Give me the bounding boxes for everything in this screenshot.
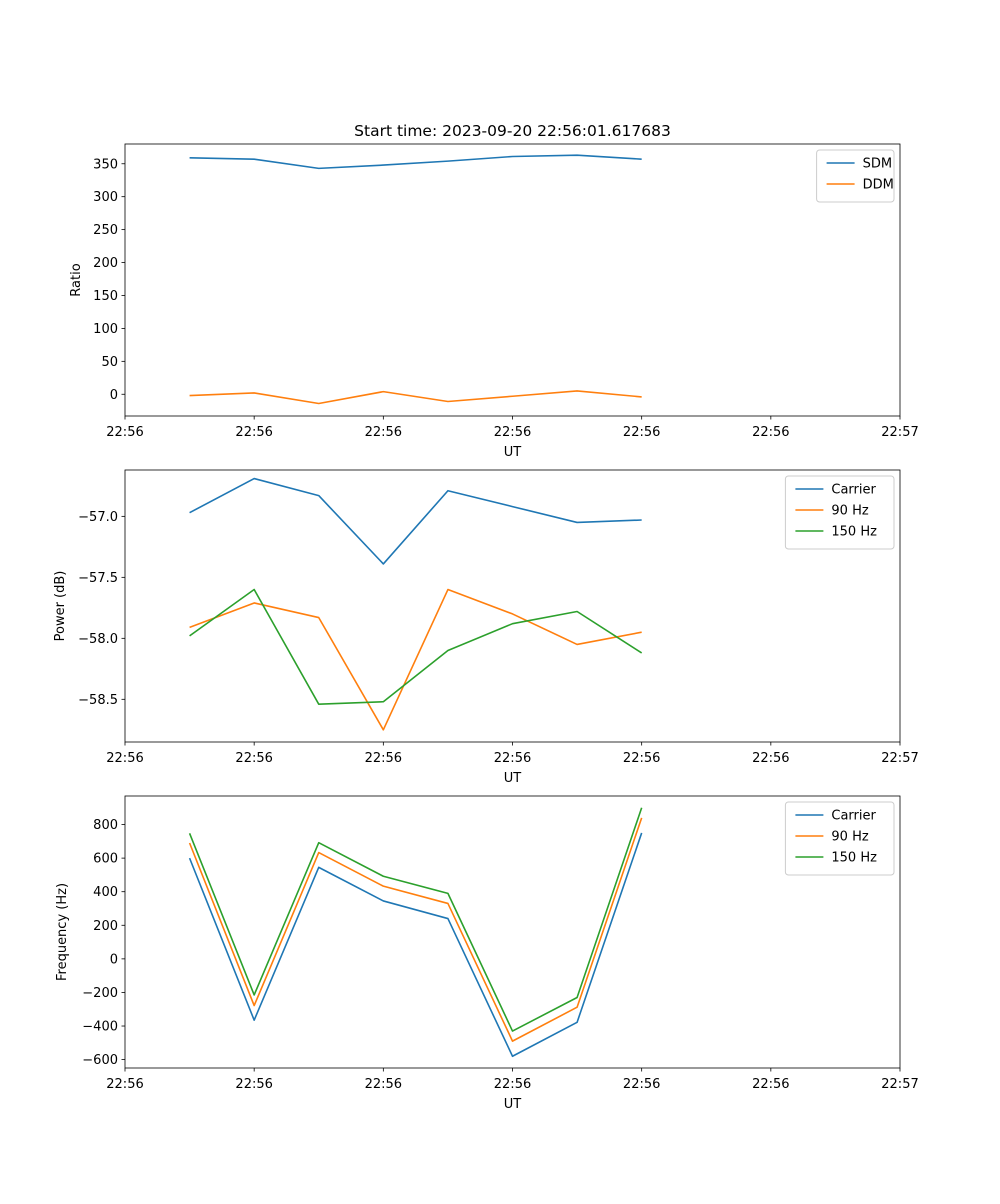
y-tick-label: 400 — [93, 885, 118, 900]
x-tick-label: 22:56 — [752, 751, 789, 766]
series-line-carrier — [189, 477, 642, 565]
x-tick-label: 22:56 — [235, 1077, 272, 1092]
series-line-150-hz — [189, 588, 643, 705]
series-line-90-hz — [189, 588, 642, 731]
y-tick-label: −57.5 — [78, 571, 118, 586]
axes-frame — [124, 795, 901, 1069]
x-tick-label: 22:56 — [494, 751, 531, 766]
y-tick-label: 0 — [110, 952, 118, 967]
y-tick-label: −57.0 — [78, 510, 118, 525]
series-line-carrier — [188, 832, 643, 1058]
y-tick-label: 150 — [93, 289, 118, 304]
series-line-90-hz — [188, 817, 643, 1042]
y-tick-label: 200 — [93, 256, 118, 271]
x-tick-label: 22:56 — [106, 425, 143, 440]
x-tick-label: 22:56 — [106, 751, 143, 766]
series-line-sdm — [189, 154, 642, 170]
y-tick-label: 100 — [93, 322, 118, 337]
x-tick-label: 22:56 — [752, 1077, 789, 1092]
x-tick-label: 22:56 — [365, 1077, 402, 1092]
chart-title: Start time: 2023-09-20 22:56:01.617683 — [354, 122, 671, 140]
x-tick-label: 22:56 — [235, 751, 272, 766]
y-tick-label: 0 — [110, 388, 118, 403]
y-tick-label: 300 — [93, 190, 118, 205]
x-axis-label: UT — [504, 1097, 522, 1112]
legend-label: 150 Hz — [831, 851, 877, 866]
legend-label: 90 Hz — [831, 504, 868, 519]
x-axis-label: UT — [504, 445, 522, 460]
legend-label: Carrier — [831, 483, 876, 498]
axes-frame — [124, 143, 901, 417]
x-tick-label: 22:56 — [752, 425, 789, 440]
y-tick-label: 250 — [93, 223, 118, 238]
y-axis-label: Frequency (Hz) — [55, 883, 70, 981]
x-tick-label: 22:56 — [623, 751, 660, 766]
y-axis-label: Ratio — [69, 263, 84, 296]
x-tick-label: 22:56 — [235, 425, 272, 440]
x-tick-label: 22:56 — [623, 1077, 660, 1092]
y-tick-label: −58.0 — [78, 632, 118, 647]
legend-label: 90 Hz — [831, 830, 868, 845]
legend-label: 150 Hz — [831, 525, 877, 540]
x-tick-label: 22:57 — [881, 1077, 918, 1092]
legend: Carrier 90 Hz 150 Hz — [784, 475, 895, 550]
series-line-150-hz — [188, 807, 643, 1032]
panel-power: UT Power (dB) −57.0 −57.5 −58.0 −58.5 22:56 2… — [53, 469, 919, 786]
legend-label: DDM — [863, 178, 894, 193]
legend-label: Carrier — [831, 809, 876, 824]
y-tick-label: 50 — [101, 355, 118, 370]
y-tick-label: −200 — [82, 986, 118, 1001]
x-tick-label: 22:57 — [881, 425, 918, 440]
series-line-ddm — [189, 390, 642, 405]
x-tick-label: 22:56 — [623, 425, 660, 440]
x-tick-label: 22:56 — [106, 1077, 143, 1092]
x-tick-label: 22:56 — [494, 1077, 531, 1092]
legend-label: SDM — [863, 157, 892, 172]
axes-frame — [124, 469, 901, 743]
panel-frequency: UT Frequency (Hz) −600 −400 −200 0 200 400 600… — [55, 795, 919, 1112]
y-tick-label: −400 — [82, 1020, 118, 1035]
legend: SDM DDM — [816, 149, 895, 203]
y-axis-label: Power (dB) — [53, 571, 68, 642]
x-tick-label: 22:57 — [881, 751, 918, 766]
panel-ratio: Start time: 2023-09-20 22:56:01.617683 U… — [69, 122, 919, 460]
x-tick-label: 22:56 — [494, 425, 531, 440]
y-tick-label: −58.5 — [78, 693, 118, 708]
legend: Carrier 90 Hz 150 Hz — [784, 801, 895, 876]
x-axis-label: UT — [504, 771, 522, 786]
y-tick-label: 600 — [93, 852, 118, 867]
x-tick-label: 22:56 — [365, 751, 402, 766]
y-tick-label: 200 — [93, 919, 118, 934]
y-tick-label: 800 — [93, 818, 118, 833]
x-tick-label: 22:56 — [365, 425, 402, 440]
y-tick-label: 350 — [93, 157, 118, 172]
y-tick-label: −600 — [82, 1053, 118, 1068]
